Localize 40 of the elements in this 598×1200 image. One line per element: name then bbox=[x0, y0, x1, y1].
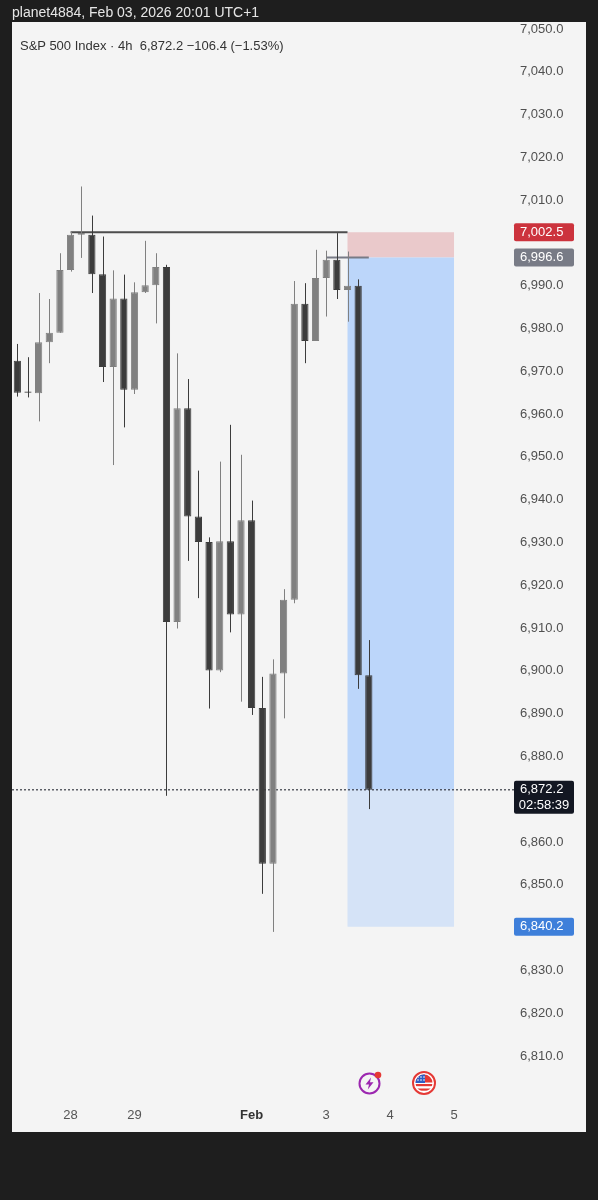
y-tick-label: 6,980.0 bbox=[520, 320, 564, 336]
y-tick-label: 6,850.0 bbox=[520, 876, 564, 892]
y-tick-label: 7,030.0 bbox=[520, 106, 564, 122]
y-tick-label: 6,950.0 bbox=[520, 448, 564, 464]
x-tick-label: 4 bbox=[386, 1107, 394, 1123]
y-tick-label: 6,960.0 bbox=[520, 405, 564, 421]
y-tick-label: 6,990.0 bbox=[520, 277, 564, 293]
y-tick-label: 6,940.0 bbox=[520, 491, 564, 507]
candlestick bbox=[194, 470, 203, 599]
candlestick bbox=[152, 252, 160, 324]
candlestick bbox=[45, 298, 53, 364]
y-tick-label: 6,840.2 bbox=[520, 918, 564, 934]
x-tick-label: 29 bbox=[127, 1107, 142, 1123]
x-tick-label: 3 bbox=[322, 1107, 330, 1123]
y-tick-label: 6,890.0 bbox=[520, 705, 564, 721]
y-tick-label: 6,880.0 bbox=[520, 748, 564, 764]
y-tick-label: 7,040.0 bbox=[520, 63, 564, 79]
text: planet4884, Feb 03, 2026 20:01 UTC+1 bbox=[12, 4, 260, 20]
y-tick-label: 6,830.0 bbox=[520, 961, 564, 977]
y-tick-label: 6,872.2 bbox=[520, 781, 564, 797]
y-tick-label: 6,970.0 bbox=[520, 362, 564, 378]
y-tick-label: 6,860.0 bbox=[520, 833, 564, 849]
x-tick-label: Feb bbox=[240, 1107, 264, 1123]
y-tick-label: 7,010.0 bbox=[520, 191, 564, 207]
y-tick-label: 6,910.0 bbox=[520, 619, 564, 635]
y-tick-label: 6,930.0 bbox=[520, 534, 564, 550]
y-tick-label: 6,810.0 bbox=[520, 1047, 564, 1063]
y-tick-label: 7,002.5 bbox=[520, 223, 564, 239]
y-tick-label: 6,920.0 bbox=[520, 576, 564, 592]
text: 6,872.2 −106.4 (−1.53%) bbox=[139, 38, 284, 53]
y-tick-label: 6,900.0 bbox=[520, 662, 564, 678]
x-tick-label: 28 bbox=[63, 1107, 78, 1123]
x-tick-label: 5 bbox=[450, 1107, 458, 1123]
y-tick-label: 6,996.6 bbox=[520, 249, 564, 265]
text: S&P 500 Index · 4h bbox=[20, 38, 133, 53]
y-tick-label: 7,050.0 bbox=[520, 20, 564, 36]
y-tick-label: 6,820.0 bbox=[520, 1004, 564, 1020]
text: 02:58:39 bbox=[518, 796, 570, 812]
candlestick bbox=[141, 240, 149, 294]
y-tick-label: 7,020.0 bbox=[520, 148, 564, 164]
